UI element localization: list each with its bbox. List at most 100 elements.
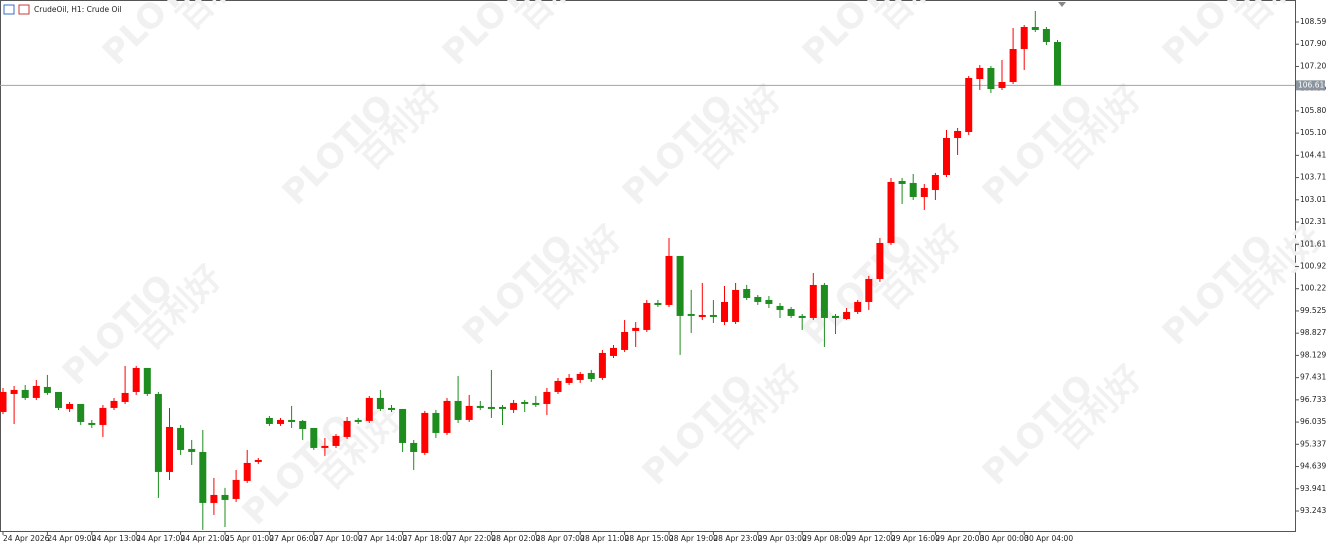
candle-body [354, 419, 362, 422]
x-tick-label: 24 Apr 17:00 [136, 534, 185, 543]
x-tick-label: 25 Apr 01:00 [225, 534, 274, 543]
candle-body [854, 301, 862, 312]
candle-body [643, 302, 651, 330]
candle-body [299, 420, 307, 429]
candle-body [809, 284, 817, 318]
y-tick-label: 100.921 [1300, 261, 1326, 270]
candle-body [166, 426, 173, 472]
chart-title: CrudeOil, H1: Crude Oil [34, 5, 122, 14]
candle-body [698, 314, 706, 317]
y-tick-label: 103.713 [1300, 173, 1326, 182]
candle-body [954, 130, 962, 138]
candle-body [832, 315, 839, 318]
x-tick-label: 28 Apr 19:00 [669, 534, 718, 543]
y-tick-label: 97.431 [1300, 373, 1326, 382]
candle-body [1054, 41, 1061, 86]
candle-body [998, 81, 1006, 88]
candle-body [1020, 26, 1028, 50]
y-tick-label: 107.203 [1300, 61, 1326, 70]
candle-body [210, 494, 218, 503]
candle-body [443, 400, 451, 433]
candle-body [277, 419, 284, 424]
candle-body [987, 67, 995, 89]
candle-body [476, 405, 484, 408]
candle-body [676, 255, 684, 316]
candle-body [454, 400, 462, 420]
candle-body [1042, 29, 1050, 42]
x-tick-label: 29 Apr 20:00 [935, 534, 984, 543]
candle-body [421, 412, 429, 453]
candle-body [909, 182, 917, 197]
candle-body [798, 315, 806, 318]
candle-body [543, 391, 551, 404]
x-tick-label: 30 Apr 04:00 [1024, 534, 1073, 543]
candle-body [232, 479, 240, 499]
y-tick-label: 98.129 [1300, 350, 1326, 359]
x-tick-label: 29 Apr 03:00 [758, 534, 807, 543]
candle-body [66, 403, 74, 409]
x-tick-label: 24 Apr 21:00 [181, 534, 230, 543]
candle-body [976, 67, 984, 79]
x-tick-label: 28 Apr 15:00 [625, 534, 674, 543]
candle-body [99, 407, 107, 425]
candle-body [621, 331, 629, 350]
candle-body [143, 367, 151, 394]
candle-body [765, 299, 773, 304]
candle-body [754, 296, 762, 302]
candle-body [565, 377, 573, 383]
candle-body [843, 311, 851, 319]
candle-body [55, 391, 62, 408]
candle-body [432, 412, 440, 433]
price-label: 106.610 [1298, 80, 1326, 89]
y-tick-label: 105.109 [1300, 128, 1326, 137]
candle-body [388, 407, 395, 410]
candle-body [221, 494, 229, 500]
y-tick-label: 101.619 [1300, 239, 1326, 248]
x-tick-label: 28 Apr 02:00 [491, 534, 540, 543]
candle-body [576, 373, 584, 380]
candle-body [199, 451, 207, 503]
candle-body [931, 174, 939, 190]
candle-body [732, 289, 740, 322]
candle-body [88, 422, 96, 425]
y-tick-label: 94.639 [1300, 462, 1326, 471]
candle-body [654, 302, 662, 305]
x-tick-label: 24 Apr 13:00 [92, 534, 141, 543]
candle-body [665, 255, 673, 305]
candle-body [43, 386, 51, 393]
icon [3, 4, 15, 15]
candle-body [110, 400, 118, 408]
y-tick-label: 103.015 [1300, 195, 1326, 204]
candle-body [709, 314, 717, 317]
plot-frame [0, 0, 1296, 532]
x-tick-label: 24 Apr 2026 [3, 534, 50, 543]
candle-body [321, 445, 329, 448]
candle-body [776, 305, 784, 310]
candle-body [1031, 26, 1039, 30]
candle-body [399, 408, 407, 443]
candle-body [598, 352, 606, 378]
candle-body [154, 393, 162, 472]
candle-body [510, 402, 518, 410]
candle-body [521, 401, 529, 404]
candle-body [288, 419, 296, 422]
y-tick-label: 108.599 [1300, 17, 1326, 26]
candle-body [254, 459, 262, 462]
candle-body [77, 403, 85, 422]
candle-body [787, 308, 795, 316]
candle-body [898, 180, 906, 184]
candle-body [687, 313, 695, 316]
candle-body [410, 442, 418, 452]
x-tick-label: 30 Apr 00:00 [980, 534, 1029, 543]
candle-body [177, 427, 185, 450]
x-tick-label: 27 Apr 14:00 [358, 534, 407, 543]
x-tick-label: 27 Apr 18:00 [403, 534, 452, 543]
x-tick-label: 29 Apr 08:00 [802, 534, 851, 543]
candle-body [887, 181, 895, 243]
icon [18, 4, 30, 15]
candle-body [188, 448, 196, 452]
x-tick-label: 27 Apr 10:00 [314, 534, 363, 543]
candle-body [820, 284, 828, 318]
candle-body [587, 372, 595, 379]
